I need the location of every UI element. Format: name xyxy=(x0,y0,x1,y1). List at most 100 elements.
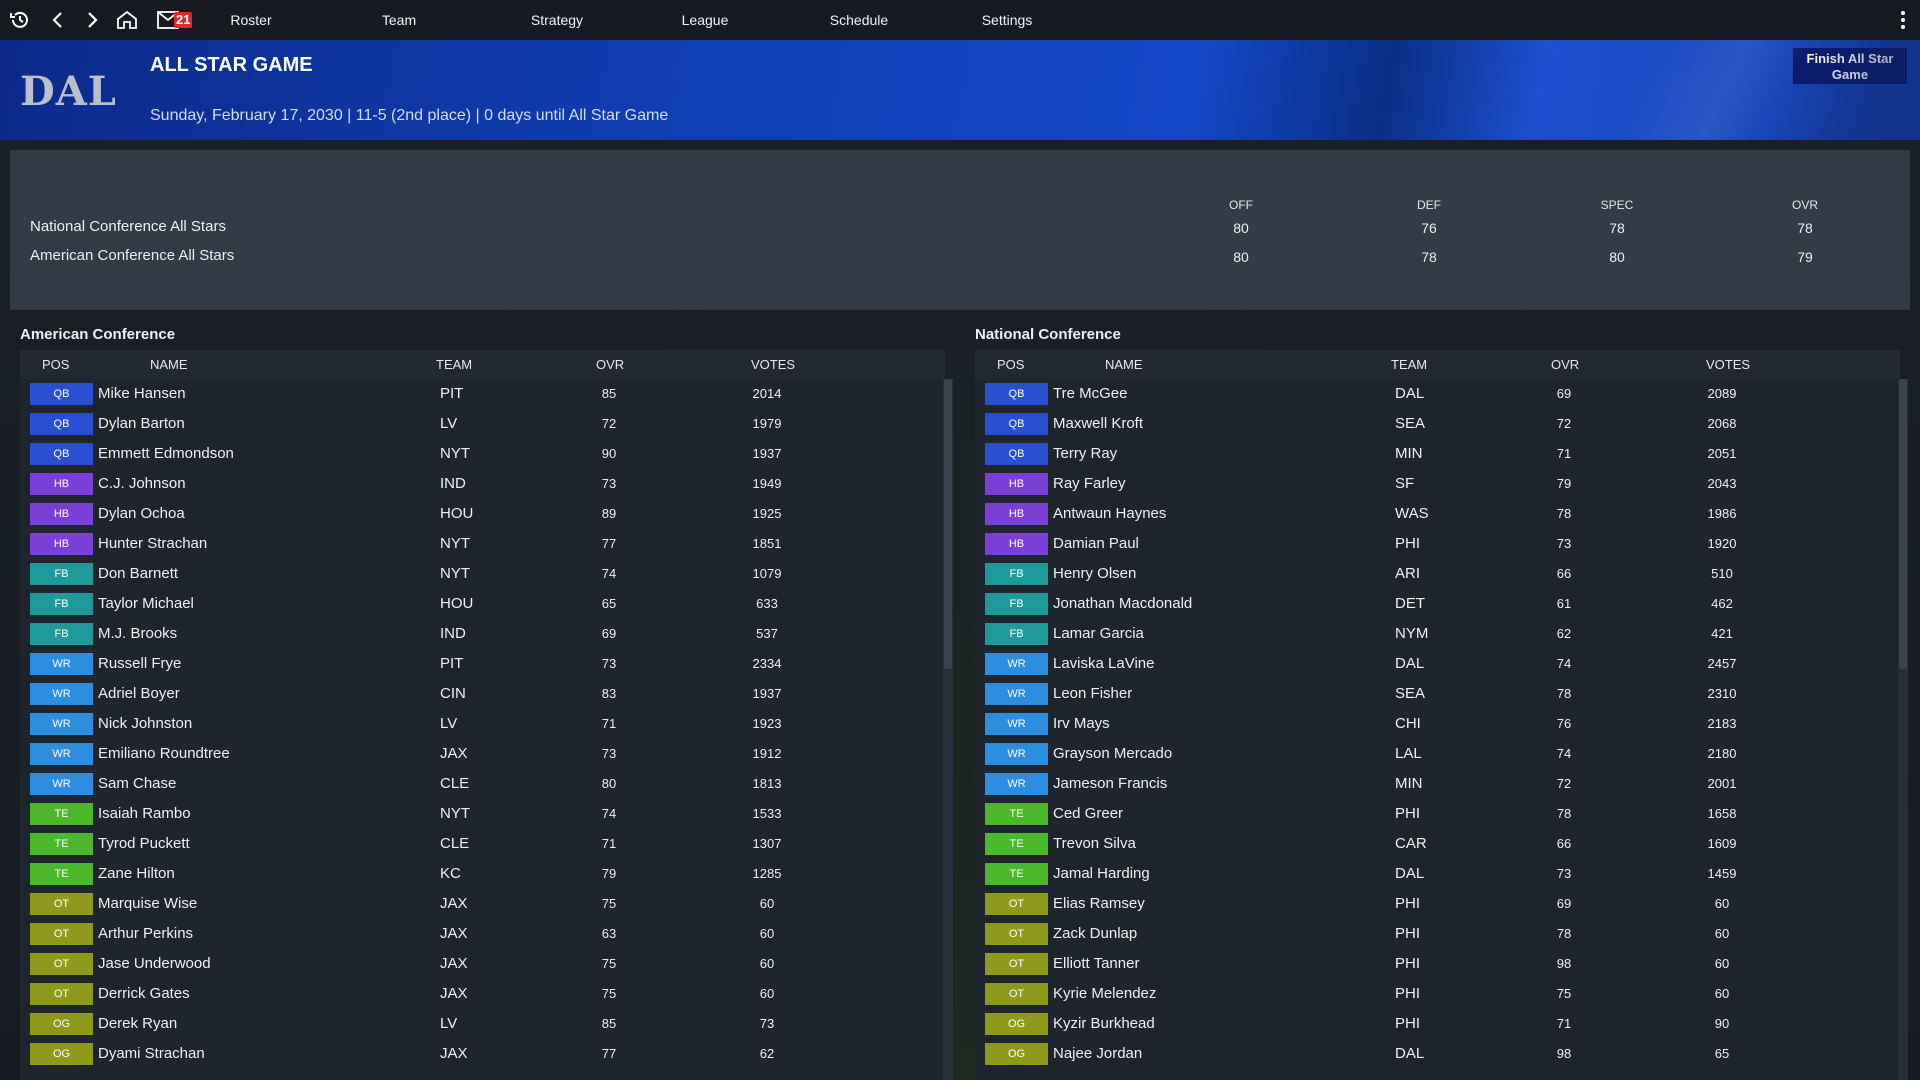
col-header-votes[interactable]: VOTES xyxy=(751,357,796,372)
player-name[interactable]: Derek Ryan xyxy=(98,1015,178,1032)
table-row[interactable]: OG Dyami Strachan JAX 77 62 xyxy=(20,1039,945,1069)
table-row[interactable]: FB Jonathan Macdonald DET 61 462 xyxy=(975,589,1900,619)
player-name[interactable]: Jameson Francis xyxy=(1053,775,1168,792)
table-row[interactable]: WR Adriel Boyer CIN 83 1937 xyxy=(20,679,945,709)
table-row[interactable]: FB Don Barnett NYT 74 1079 xyxy=(20,559,945,589)
american-scrollbar[interactable] xyxy=(943,379,953,1080)
table-row[interactable]: TE Zane Hilton KC 79 1285 xyxy=(20,859,945,889)
table-row[interactable]: OT Zack Dunlap PHI 78 60 xyxy=(975,919,1900,949)
player-name[interactable]: Laviska LaVine xyxy=(1053,655,1155,672)
table-row[interactable]: FB Lamar Garcia NYM 62 421 xyxy=(975,619,1900,649)
nav-roster[interactable]: Roster xyxy=(230,12,272,28)
table-row[interactable]: FB Henry Olsen ARI 66 510 xyxy=(975,559,1900,589)
table-row[interactable]: WR Nick Johnston LV 71 1923 xyxy=(20,709,945,739)
col-header-pos[interactable]: POS xyxy=(997,357,1025,372)
forward-arrow-icon[interactable] xyxy=(75,0,109,40)
player-name[interactable]: Tyrod Puckett xyxy=(98,835,190,852)
table-row[interactable]: OT Elliott Tanner PHI 98 60 xyxy=(975,949,1900,979)
finish-all-star-game-button[interactable]: Finish All Star Game xyxy=(1792,47,1908,85)
player-name[interactable]: Emiliano Roundtree xyxy=(98,745,230,762)
col-header-team[interactable]: TEAM xyxy=(1391,357,1428,372)
table-row[interactable]: QB Emmett Edmondson NYT 90 1937 xyxy=(20,439,945,469)
player-name[interactable]: Najee Jordan xyxy=(1053,1045,1143,1062)
player-name[interactable]: Tre McGee xyxy=(1053,385,1128,402)
table-row[interactable]: QB Dylan Barton LV 72 1979 xyxy=(20,409,945,439)
national-scroll-thumb[interactable] xyxy=(1899,379,1907,669)
home-icon[interactable] xyxy=(110,0,144,40)
table-row[interactable]: OG Kyzir Burkhead PHI 71 90 xyxy=(975,1009,1900,1039)
player-name[interactable]: Russell Frye xyxy=(98,655,182,672)
player-name[interactable]: Don Barnett xyxy=(98,565,179,582)
player-name[interactable]: C.J. Johnson xyxy=(98,475,186,492)
table-row[interactable]: HB Ray Farley SF 79 2043 xyxy=(975,469,1900,499)
table-row[interactable]: HB C.J. Johnson IND 73 1949 xyxy=(20,469,945,499)
player-name[interactable]: Jamal Harding xyxy=(1053,865,1150,882)
player-name[interactable]: Terry Ray xyxy=(1053,445,1118,462)
table-row[interactable]: TE Trevon Silva CAR 66 1609 xyxy=(975,829,1900,859)
mail-icon[interactable]: 21 xyxy=(155,0,199,40)
table-row[interactable]: TE Isaiah Rambo NYT 74 1533 xyxy=(20,799,945,829)
table-row[interactable]: QB Terry Ray MIN 71 2051 xyxy=(975,439,1900,469)
table-row[interactable]: WR Russell Frye PIT 73 2334 xyxy=(20,649,945,679)
table-row[interactable]: TE Tyrod Puckett CLE 71 1307 xyxy=(20,829,945,859)
nav-league[interactable]: League xyxy=(681,12,729,28)
col-header-ovr[interactable]: OVR xyxy=(596,357,625,372)
player-name[interactable]: Jonathan Macdonald xyxy=(1053,595,1193,612)
player-name[interactable]: Nick Johnston xyxy=(98,715,193,732)
table-row[interactable]: OG Najee Jordan DAL 98 65 xyxy=(975,1039,1900,1069)
col-header-votes[interactable]: VOTES xyxy=(1706,357,1751,372)
nav-schedule[interactable]: Schedule xyxy=(829,12,889,28)
col-header-name[interactable]: NAME xyxy=(1105,357,1143,372)
american-scroll-thumb[interactable] xyxy=(944,379,952,669)
player-name[interactable]: Kyzir Burkhead xyxy=(1053,1015,1155,1032)
table-row[interactable]: HB Hunter Strachan NYT 77 1851 xyxy=(20,529,945,559)
player-name[interactable]: Arthur Perkins xyxy=(98,925,194,942)
table-row[interactable]: TE Jamal Harding DAL 73 1459 xyxy=(975,859,1900,889)
history-icon[interactable] xyxy=(3,0,37,40)
table-row[interactable]: WR Sam Chase CLE 80 1813 xyxy=(20,769,945,799)
player-name[interactable]: Emmett Edmondson xyxy=(98,445,234,462)
table-row[interactable]: HB Damian Paul PHI 73 1920 xyxy=(975,529,1900,559)
player-name[interactable]: M.J. Brooks xyxy=(98,625,178,642)
player-name[interactable]: Antwaun Haynes xyxy=(1053,505,1167,522)
player-name[interactable]: Lamar Garcia xyxy=(1053,625,1144,642)
nav-settings[interactable]: Settings xyxy=(981,12,1033,28)
player-name[interactable]: Maxwell Kroft xyxy=(1053,415,1144,432)
table-row[interactable]: HB Dylan Ochoa HOU 89 1925 xyxy=(20,499,945,529)
player-name[interactable]: Trevon Silva xyxy=(1053,835,1136,852)
player-name[interactable]: Sam Chase xyxy=(98,775,177,792)
player-name[interactable]: Hunter Strachan xyxy=(98,535,208,552)
col-header-team[interactable]: TEAM xyxy=(436,357,473,372)
table-row[interactable]: FB M.J. Brooks IND 69 537 xyxy=(20,619,945,649)
player-name[interactable]: Henry Olsen xyxy=(1053,565,1137,582)
player-name[interactable]: Dylan Barton xyxy=(98,415,185,432)
table-row[interactable]: WR Laviska LaVine DAL 74 2457 xyxy=(975,649,1900,679)
player-name[interactable]: Jase Underwood xyxy=(98,955,211,972)
table-row[interactable]: QB Tre McGee DAL 69 2089 xyxy=(975,379,1900,409)
col-header-ovr[interactable]: OVR xyxy=(1551,357,1580,372)
player-name[interactable]: Zane Hilton xyxy=(98,865,175,882)
player-name[interactable]: Ray Farley xyxy=(1053,475,1126,492)
table-row[interactable]: OT Kyrie Melendez PHI 75 60 xyxy=(975,979,1900,1009)
table-row[interactable]: FB Taylor Michael HOU 65 633 xyxy=(20,589,945,619)
player-name[interactable]: Grayson Mercado xyxy=(1053,745,1173,762)
col-header-name[interactable]: NAME xyxy=(150,357,188,372)
table-row[interactable]: OT Elias Ramsey PHI 69 60 xyxy=(975,889,1900,919)
player-name[interactable]: Taylor Michael xyxy=(98,595,194,612)
nav-team[interactable]: Team xyxy=(381,12,417,28)
table-row[interactable]: QB Mike Hansen PIT 85 2014 xyxy=(20,379,945,409)
table-row[interactable]: OG Derek Ryan LV 85 73 xyxy=(20,1009,945,1039)
player-name[interactable]: Derrick Gates xyxy=(98,985,190,1002)
table-row[interactable]: TE Ced Greer PHI 78 1658 xyxy=(975,799,1900,829)
player-name[interactable]: Kyrie Melendez xyxy=(1053,985,1157,1002)
player-name[interactable]: Elliott Tanner xyxy=(1053,955,1140,972)
table-row[interactable]: OT Jase Underwood JAX 75 60 xyxy=(20,949,945,979)
table-row[interactable]: OT Marquise Wise JAX 75 60 xyxy=(20,889,945,919)
table-row[interactable]: WR Irv Mays CHI 76 2183 xyxy=(975,709,1900,739)
national-scrollbar[interactable] xyxy=(1898,379,1908,1080)
player-name[interactable]: Elias Ramsey xyxy=(1053,895,1145,912)
player-name[interactable]: Marquise Wise xyxy=(98,895,198,912)
player-name[interactable]: Dylan Ochoa xyxy=(98,505,185,522)
player-name[interactable]: Dyami Strachan xyxy=(98,1045,205,1062)
player-name[interactable]: Mike Hansen xyxy=(98,385,186,402)
